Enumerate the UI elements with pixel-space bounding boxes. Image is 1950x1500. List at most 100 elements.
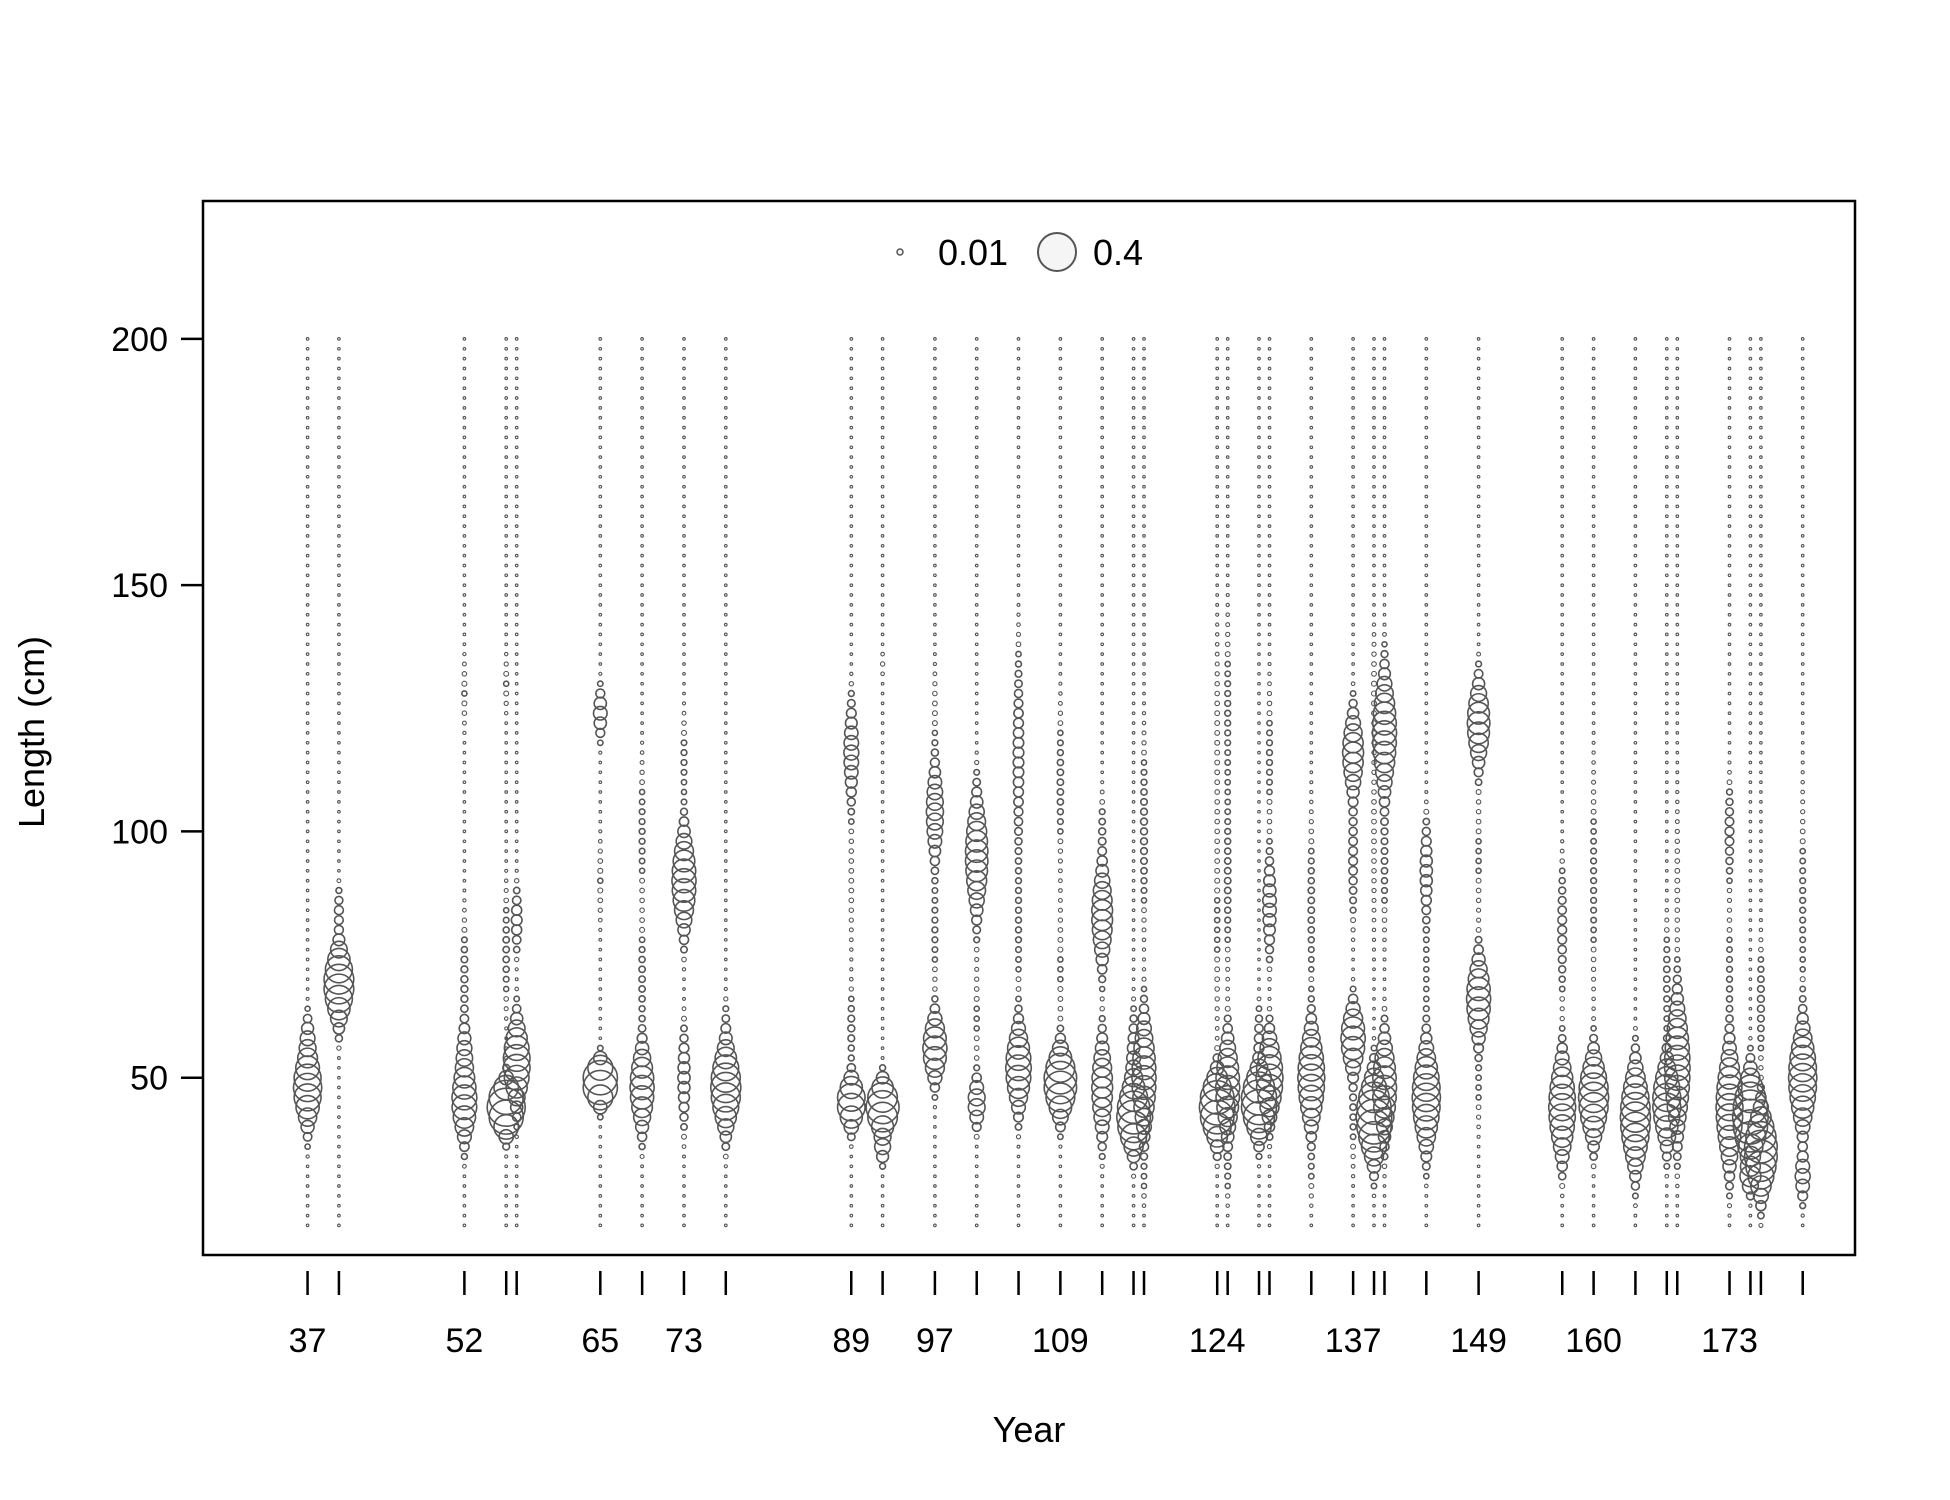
- bubble-point: [1213, 936, 1221, 944]
- bubble-point: [723, 878, 728, 883]
- bubble-point: [640, 1223, 644, 1228]
- bubble-point: [1382, 957, 1387, 962]
- bubble-point: [1424, 789, 1429, 795]
- bubble-point: [1382, 494, 1387, 499]
- bubble-point: [1727, 534, 1732, 538]
- bubble-point: [1591, 543, 1596, 548]
- bubble-point: [305, 691, 310, 696]
- bubble-point: [461, 671, 468, 677]
- bubble-point: [502, 935, 511, 944]
- bubble-point: [305, 681, 310, 686]
- bubble-point: [865, 1089, 900, 1125]
- bubble-point: [974, 1154, 979, 1159]
- bubble-point: [1058, 356, 1063, 361]
- bubble-point: [598, 494, 603, 499]
- bubble-point: [461, 926, 468, 933]
- bubble-point: [1633, 878, 1638, 883]
- bubble-point: [638, 955, 646, 964]
- bubble-point: [846, 1132, 856, 1142]
- bubble-point: [514, 800, 519, 804]
- bubble-point: [337, 1223, 341, 1228]
- bubble-point: [848, 858, 855, 864]
- bubble-point: [1014, 936, 1023, 944]
- bubble-point: [1222, 1141, 1234, 1153]
- bubble-point: [337, 652, 341, 656]
- bubble-point: [1633, 819, 1638, 824]
- bubble-point: [305, 760, 310, 765]
- bubble-point: [723, 612, 728, 617]
- bubble-point: [1664, 662, 1669, 666]
- bubble-point: [849, 652, 854, 656]
- bubble-point: [598, 337, 603, 341]
- bubble-point: [848, 986, 854, 992]
- bubble-point: [933, 543, 937, 548]
- bubble-point: [1382, 937, 1387, 943]
- bubble-point: [514, 337, 519, 341]
- bubble-point: [634, 1040, 650, 1056]
- bubble-point: [1591, 435, 1596, 440]
- bubble-point: [514, 849, 519, 853]
- bubble-point: [723, 662, 728, 666]
- plot-frame: [201, 199, 1857, 1257]
- bubble-point: [1014, 1004, 1023, 1013]
- bubble-point: [1051, 1108, 1069, 1126]
- bubble-point: [931, 729, 939, 737]
- bubble-point: [324, 984, 354, 1014]
- bubble-point: [1577, 1081, 1610, 1114]
- bubble-point: [682, 652, 686, 656]
- bubble-point: [337, 563, 341, 568]
- bubble-point: [681, 1015, 687, 1022]
- bubble-point: [1097, 836, 1107, 846]
- bubble-point: [1799, 926, 1807, 934]
- bubble-point: [337, 603, 341, 607]
- bubble-point: [1558, 1024, 1566, 1032]
- bubble-point: [1257, 622, 1261, 627]
- bubble-point: [933, 494, 937, 499]
- bubble-point: [514, 1164, 519, 1169]
- bubble-point: [1633, 1016, 1638, 1021]
- bubble-point: [462, 1223, 467, 1228]
- bubble-point: [1139, 1152, 1149, 1161]
- bubble-point: [1382, 1184, 1387, 1188]
- year-column-173: [1715, 337, 1744, 1228]
- bubble-point: [640, 534, 644, 538]
- bubble-point: [1727, 691, 1732, 696]
- bubble-point: [1664, 524, 1669, 528]
- bubble-point: [305, 632, 310, 637]
- bubble-point: [1411, 1092, 1441, 1122]
- bubble-point: [974, 1174, 979, 1179]
- bubble-point: [849, 445, 854, 450]
- bubble-point: [1748, 1213, 1753, 1218]
- bubble-point: [1016, 1164, 1021, 1169]
- bubble-point: [598, 1184, 603, 1188]
- bubble-point: [1348, 806, 1358, 817]
- bubble-point: [1748, 415, 1753, 420]
- bubble-point: [462, 553, 467, 558]
- bubble-point: [931, 1093, 939, 1101]
- bubble-point: [1371, 828, 1377, 835]
- bubble-point: [1663, 927, 1670, 933]
- bubble-point: [849, 1213, 854, 1218]
- bubble-point: [1725, 866, 1734, 875]
- bubble-point: [462, 406, 467, 410]
- bubble-point: [1372, 1056, 1397, 1080]
- bubble-point: [723, 898, 728, 903]
- bubble-point: [1748, 819, 1753, 824]
- bubble-point: [1724, 806, 1735, 817]
- bubble-point: [1591, 337, 1596, 341]
- bubble-point: [598, 790, 603, 794]
- bubble-point: [337, 1085, 341, 1090]
- bubble-point: [1257, 435, 1261, 440]
- bubble-point: [1591, 779, 1597, 785]
- bubble-point: [1100, 366, 1105, 371]
- bubble-point: [1424, 563, 1429, 568]
- bubble-point: [1219, 1118, 1237, 1136]
- bubble-point: [1591, 1213, 1596, 1218]
- bubble-point: [1372, 465, 1376, 469]
- bubble-point: [974, 573, 979, 578]
- bubble-point: [682, 987, 686, 991]
- bubble-point: [1591, 691, 1596, 696]
- bubble-point: [1257, 928, 1261, 932]
- bubble-point: [1664, 868, 1669, 873]
- bubble-point: [297, 1107, 318, 1127]
